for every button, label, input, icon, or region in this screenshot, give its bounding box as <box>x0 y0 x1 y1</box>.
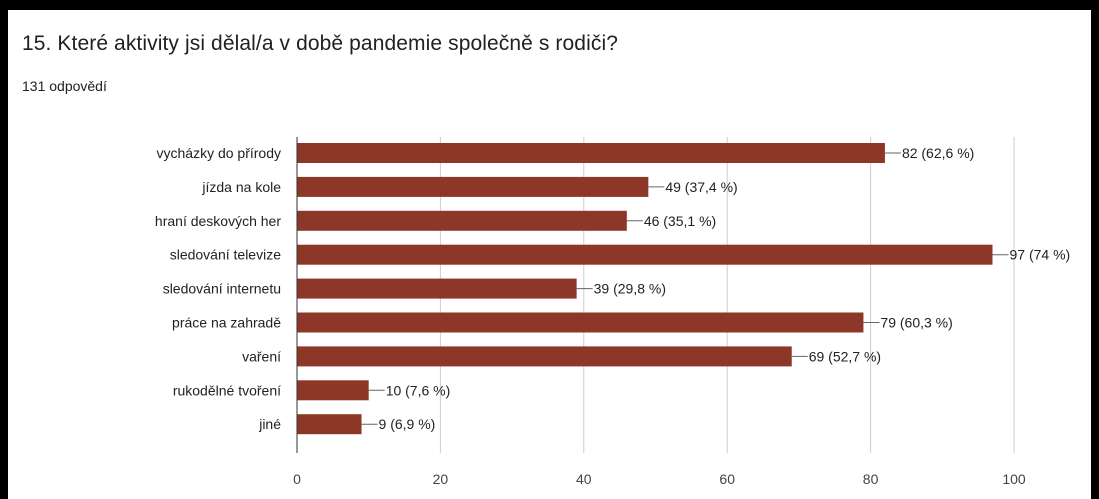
category-label: sledování televize <box>170 247 282 263</box>
category-label: rukodělné tvoření <box>173 382 281 398</box>
bar <box>297 278 577 299</box>
bar <box>297 210 627 231</box>
bar <box>297 176 649 197</box>
x-tick-label: 20 <box>433 471 449 487</box>
bars: vycházky do přírody 82 (62,6 %) jízda na k… <box>155 143 1070 435</box>
bar <box>297 143 885 163</box>
x-tick-label: 0 <box>293 471 301 487</box>
value-label: 82 (62,6 %) <box>902 145 974 161</box>
x-tick-label: 100 <box>1002 471 1026 487</box>
bar <box>297 244 993 265</box>
value-label: 39 (29,8 %) <box>594 281 666 297</box>
category-label: sledování internetu <box>163 281 281 297</box>
response-count: 131 odpovědí <box>22 78 107 94</box>
value-label: 97 (74 %) <box>1009 247 1070 263</box>
category-label: vaření <box>242 348 281 364</box>
bar <box>297 414 362 435</box>
bar <box>297 380 369 401</box>
bar <box>297 346 792 367</box>
value-label: 9 (6,9 %) <box>379 416 436 432</box>
category-label: hraní deskových her <box>155 213 281 229</box>
x-tick-label: 80 <box>863 471 879 487</box>
category-label: jízda na kole <box>201 179 281 195</box>
value-label: 46 (35,1 %) <box>644 213 716 229</box>
x-axis: 0 20 40 60 80 100 <box>293 137 1026 487</box>
question-title: 15. Které aktivity jsi dělal/a v době pa… <box>22 32 618 55</box>
value-label: 79 (60,3 %) <box>880 315 952 331</box>
value-label: 10 (7,6 %) <box>386 382 451 398</box>
category-label: vycházky do přírody <box>157 145 282 161</box>
bar-chart: vycházky do přírody 82 (62,6 %) jízda na k… <box>155 137 1070 487</box>
x-tick-label: 60 <box>719 471 735 487</box>
category-label: práce na zahradě <box>172 315 281 331</box>
category-label: jiné <box>258 416 281 432</box>
x-tick-label: 40 <box>576 471 592 487</box>
value-label: 69 (52,7 %) <box>809 348 881 364</box>
value-label: 49 (37,4 %) <box>665 179 737 195</box>
bar <box>297 312 864 333</box>
